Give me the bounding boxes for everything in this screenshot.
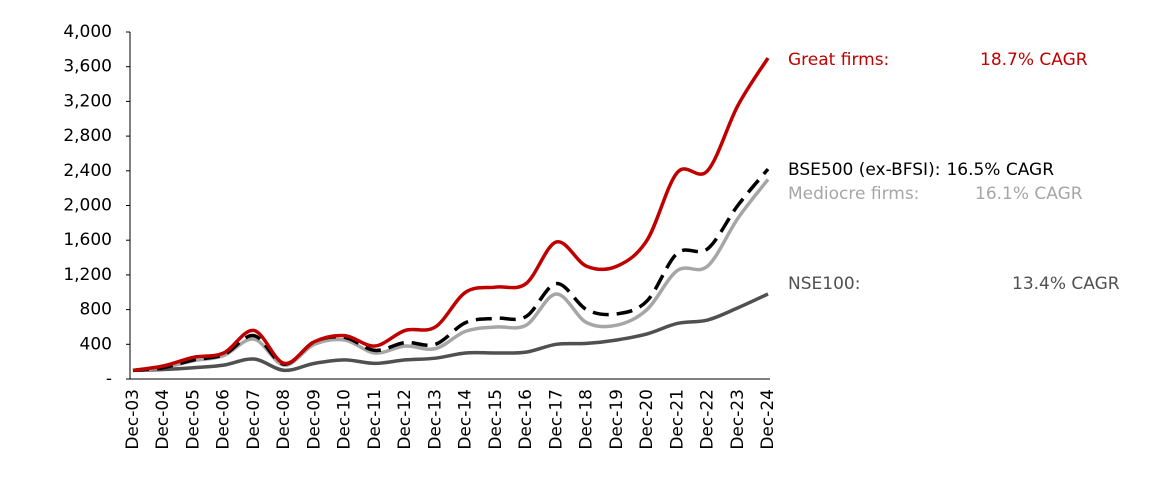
legend-name: BSE500 (ex-BFSI): [788, 160, 940, 180]
x-tick-label: Dec-04 [153, 389, 173, 450]
y-tick-label: - [106, 369, 112, 389]
x-tick-label: Dec-13 [425, 389, 445, 450]
legend-name: NSE100: [788, 274, 860, 294]
x-tick-label: Dec-20 [637, 389, 657, 450]
y-tick-label: 2,800 [63, 126, 112, 146]
x-tick-label: Dec-22 [698, 389, 718, 450]
x-tick-label: Dec-23 [728, 389, 748, 450]
legend-name: Great firms: [788, 50, 889, 70]
y-tick-label: 800 [80, 300, 112, 320]
x-tick-label: Dec-14 [456, 389, 476, 450]
legend-label: 18.7% CAGR [980, 50, 1088, 70]
x-tick-label: Dec-24 [758, 389, 778, 450]
x-tick-label: Dec-15 [486, 389, 506, 450]
x-tick-label: Dec-03 [123, 389, 143, 450]
x-tick-label: Dec-19 [607, 389, 627, 450]
legend-name: Mediocre firms: [788, 184, 919, 204]
x-tick-label: Dec-07 [244, 389, 264, 450]
y-tick-label: 3,200 [63, 91, 112, 111]
x-tick-label: Dec-05 [183, 389, 203, 450]
legend-label: 16.1% CAGR [975, 184, 1083, 204]
y-tick-label: 2,400 [63, 161, 112, 181]
y-tick-label: 1,200 [63, 265, 112, 285]
x-tick-label: Dec-06 [214, 389, 234, 450]
legend-label: 16.5% CAGR [946, 160, 1054, 180]
series-line [132, 57, 770, 373]
x-tick-label: Dec-10 [335, 389, 355, 450]
y-tick-label: 2,000 [63, 196, 112, 216]
legend-label: 13.4% CAGR [1012, 274, 1120, 294]
series-line [132, 167, 770, 373]
x-tick-label: Dec-09 [304, 389, 324, 450]
x-tick-label: Dec-18 [577, 389, 597, 450]
x-tick-label: Dec-21 [667, 389, 687, 450]
y-tick-label: 1,600 [63, 230, 112, 250]
y-tick-label: 400 [80, 334, 112, 354]
x-tick-label: Dec-12 [395, 389, 415, 450]
series-line [132, 292, 769, 373]
x-tick-label: Dec-16 [516, 389, 536, 450]
y-tick-label: 4,000 [63, 22, 112, 42]
x-tick-label: Dec-08 [274, 389, 294, 450]
x-tick-label: Dec-17 [546, 389, 566, 450]
x-tick-label: Dec-11 [365, 389, 385, 450]
y-tick-label: 3,600 [63, 57, 112, 77]
